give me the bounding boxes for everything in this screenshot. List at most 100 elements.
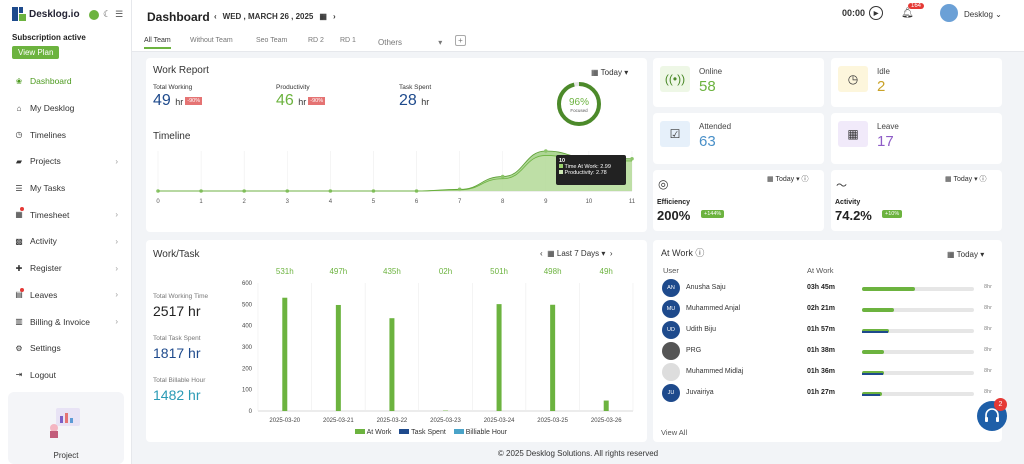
progress-bar [862,392,974,396]
prev-period-icon[interactable]: ‹ [540,249,543,258]
view-plan-button[interactable]: View Plan [12,46,60,59]
at-work-time: 03h 45m [807,284,836,291]
sidebar-item-timesheet[interactable]: ▦ Timesheet › [0,201,132,228]
chat-button[interactable] [977,401,1007,431]
sidebar-item-activity[interactable]: ▩ Activity › [0,228,132,255]
tab-others[interactable]: Others ▾ [378,38,442,47]
efficiency-period-select[interactable]: ▦ Today ▾ ⓘ [767,176,809,183]
list-item[interactable]: UD Udith Biju 01h 57m 8hr [662,321,998,341]
next-period-icon[interactable]: › [609,249,613,258]
bar-x-tick: 2025-03-22 [377,418,408,424]
tab-all-team[interactable]: All Team [144,37,171,49]
task-spent-value: 28 hr [399,92,429,110]
prev-date-icon[interactable]: ‹ [214,12,217,21]
sidebar-item-projects[interactable]: ▰ Projects › [0,148,132,175]
user-menu[interactable]: Desklog ⌄ [964,10,1002,19]
logo[interactable]: Desklog.io [12,7,80,21]
idle-tile[interactable]: ◷ Idle 2 [831,58,1002,107]
sidebar-item-settings[interactable]: ⚙ Settings [0,335,132,362]
theme-toggle[interactable] [89,9,99,20]
timeline-point [544,149,548,153]
bar-y-tick: 600 [242,281,253,287]
idle-value: 2 [877,78,886,95]
bar-y-tick: 400 [242,324,253,330]
efficiency-card [653,170,824,231]
sidebar-item-label: Register [30,263,62,274]
timeline-x-tick: 0 [156,199,160,205]
bar-x-tick: 2025-03-21 [323,418,354,424]
tab-without-team[interactable]: Without Team [190,37,233,44]
timeline-x-tick: 1 [199,199,203,205]
view-all-link[interactable]: View All [661,428,688,437]
unit-label: 8hr [984,389,992,395]
timeline-title: Timeline [153,131,191,142]
alert-dot [20,287,24,292]
info-icon[interactable]: ⓘ [695,248,705,258]
chevron-right-icon: › [115,210,118,220]
folder-icon: ▰ [15,156,23,166]
work-task-period: Last 7 Days [556,249,600,258]
sidebar-item-timelines[interactable]: ◷ Timelines [0,121,132,148]
timer-value: 00:00 [842,8,866,18]
progress-fill [862,350,885,354]
tooltip-line-1: Time At Work: 2.99 [559,164,623,170]
list-item[interactable]: PRG 01h 38m 8hr [662,342,998,362]
sidebar-item-my-tasks[interactable]: ☰ My Tasks [0,175,132,202]
tab-rd-2[interactable]: RD 2 [308,37,324,44]
sidebar-item-register[interactable]: ✚ Register › [0,255,132,282]
total-working-time-label: Total Working Time [153,293,209,300]
progress-bar [862,350,974,354]
sidebar-item-logout[interactable]: ⇥ Logout [0,362,132,389]
total-billable-label: Total Billable Hour [153,377,206,384]
alert-dot [20,207,24,212]
play-icon[interactable]: ▶ [869,6,884,20]
info-icon[interactable]: ⓘ [979,176,987,183]
at-work-time: 01h 38m [807,347,836,354]
at-work-period-select[interactable]: ▦ Today ▾ [947,250,985,259]
legend-task-spent: Task Spent [399,429,446,436]
timeline-x-tick: 8 [501,199,505,205]
sidebar-item-leaves[interactable]: ▤ Leaves › [0,282,132,309]
list-item[interactable]: Muhammed Midlaj 01h 36m 8hr [662,363,998,383]
timeline-x-tick: 3 [286,199,290,205]
unit-label: 8hr [984,347,992,353]
sidebar-item-dashboard[interactable]: ❀ Dashboard [0,68,132,95]
sidebar-item-billing-invoice[interactable]: ▥ Billing & Invoice › [0,308,132,335]
work-task-period-select[interactable]: ‹ ▦ Last 7 Days ▾ › [540,249,613,258]
add-tab-button[interactable]: + [455,35,466,46]
unit-hr: hr [421,97,430,107]
online-tile[interactable]: ((•)) Online 58 [653,58,824,107]
sidebar-item-label: My Desklog [30,103,75,114]
next-date-icon[interactable]: › [332,12,336,21]
timeline-x-tick: 9 [544,199,548,205]
tab-rd-1[interactable]: RD 1 [340,37,356,44]
sidebar-item-my-desklog[interactable]: ⌂ My Desklog [0,95,132,122]
calendar-icon[interactable]: ▦ [319,12,327,21]
bar-at-work [282,297,288,411]
leave-tile[interactable]: ▦ Leave 17 [831,113,1002,164]
user-name: Anusha Saju [686,284,726,291]
work-report-period-select[interactable]: ▦ Today ▾ [591,68,629,77]
bell-icon[interactable]: 🔔︎ [901,8,914,19]
unit-label: 8hr [984,326,992,332]
menu-collapse-icon[interactable]: ☰ [115,9,124,19]
activity-period-select[interactable]: ▦ Today ▾ ⓘ [945,176,987,183]
efficiency-change-badge: +144% [701,210,725,218]
avatar[interactable] [940,4,958,22]
list-item[interactable]: JU Juvairiya 01h 27m 8hr [662,384,998,404]
unit-hr: hr [175,97,184,107]
logout-icon: ⇥ [15,370,23,380]
moon-icon[interactable]: ☾ [103,9,112,19]
chevron-down-icon: ▾ [438,38,443,47]
bar-top-label: 501h [490,267,508,276]
info-icon[interactable]: ⓘ [801,176,809,183]
list-item[interactable]: MU Muhammed Anjal 02h 21m 8hr [662,300,998,320]
avatar: MU [662,300,680,318]
efficiency-value: 200% [657,208,691,223]
attended-tile[interactable]: ☑ Attended 63 [653,113,824,164]
list-item[interactable]: AN Anusha Saju 03h 45m 8hr [662,279,998,299]
tab-seo-team[interactable]: Seo Team [256,37,288,44]
unit-label: 8hr [984,284,992,290]
project-card[interactable]: Project [8,392,124,464]
target-icon: ◎ [658,177,669,191]
